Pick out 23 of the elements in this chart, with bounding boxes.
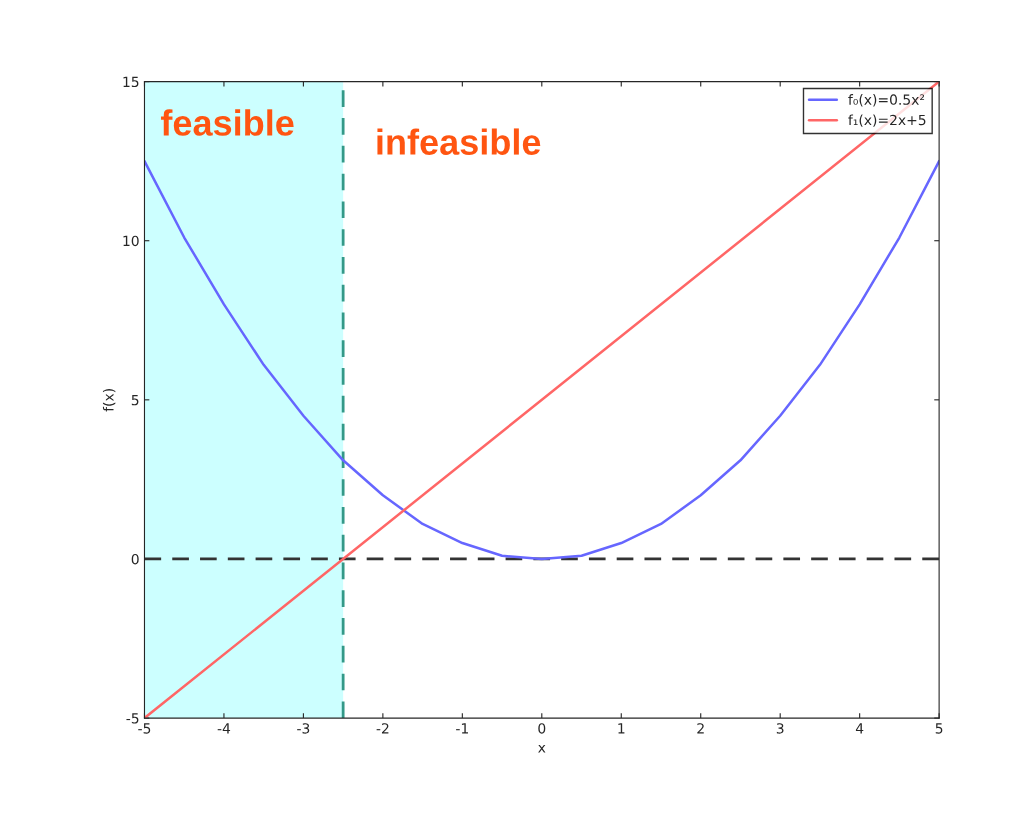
y-tick-label: 0 — [131, 553, 139, 565]
legend-label: f₁(x)=2x+5 — [848, 114, 926, 127]
annotation: infeasible — [377, 128, 541, 155]
y-tick-label: 10 — [123, 235, 139, 247]
y-axis-title: f(x) — [102, 389, 116, 412]
x-tick-label: 5 — [935, 723, 943, 734]
annotation: feasible — [160, 109, 294, 136]
y-tick-label: 5 — [131, 394, 139, 406]
y-tick-label: 15 — [123, 76, 139, 88]
legend-label: f₀(x)=0.5x² — [848, 94, 925, 107]
x-tick-label: 1 — [618, 723, 625, 734]
x-tick-label: 3 — [776, 723, 784, 734]
x-tick-label: -2 — [376, 723, 389, 734]
x-tick-label: -1 — [456, 723, 468, 734]
y-tick-label: -5 — [126, 713, 139, 724]
x-tick-label: 0 — [538, 723, 546, 734]
x-tick-label: 4 — [855, 723, 864, 734]
line-series — [144, 159, 940, 561]
x-axis-title: x — [538, 744, 546, 753]
x-tick-label: -3 — [297, 723, 310, 734]
x-tick-label: -5 — [138, 723, 151, 734]
x-tick-label: 2 — [697, 723, 704, 734]
x-tick-label: -4 — [217, 723, 231, 734]
